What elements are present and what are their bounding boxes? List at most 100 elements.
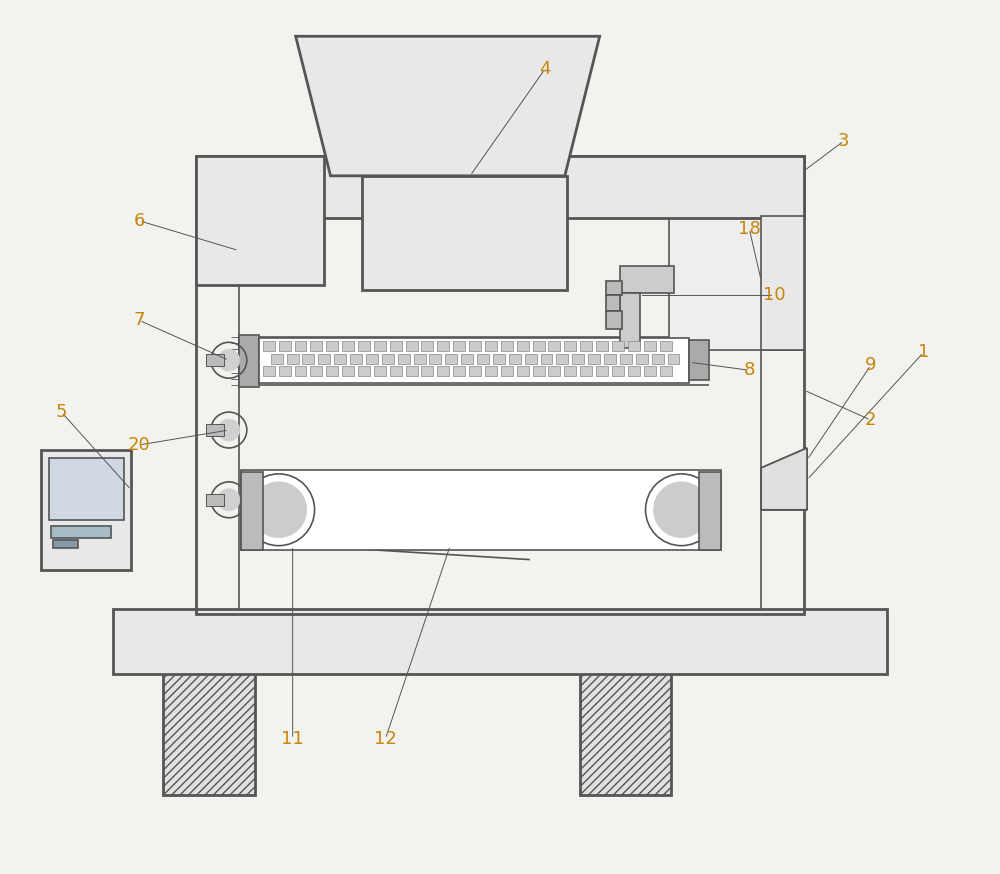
Bar — [580, 648, 671, 794]
Polygon shape — [761, 448, 807, 510]
Bar — [644, 342, 656, 351]
Bar — [358, 366, 370, 376]
Bar — [334, 354, 346, 364]
Bar — [445, 354, 457, 364]
Bar — [556, 354, 568, 364]
Bar — [206, 424, 224, 436]
Bar — [406, 342, 418, 351]
Bar — [525, 354, 537, 364]
Bar — [437, 342, 449, 351]
Bar — [493, 354, 505, 364]
Bar — [421, 342, 433, 351]
Bar — [295, 342, 306, 351]
Bar — [509, 354, 521, 364]
Bar — [628, 366, 640, 376]
Bar — [533, 342, 545, 351]
Bar — [163, 648, 255, 794]
Bar — [606, 311, 622, 329]
Bar — [564, 366, 576, 376]
Bar — [241, 472, 263, 550]
Text: 10: 10 — [763, 287, 785, 304]
Bar — [461, 354, 473, 364]
Bar — [41, 450, 131, 570]
Bar — [620, 266, 674, 294]
Bar — [541, 354, 552, 364]
Bar — [517, 342, 529, 351]
Bar — [628, 342, 640, 351]
Bar — [263, 342, 275, 351]
Text: 5: 5 — [56, 403, 67, 421]
Bar — [241, 470, 721, 550]
Bar — [414, 354, 426, 364]
Bar — [477, 354, 489, 364]
Bar — [358, 342, 370, 351]
Bar — [612, 342, 624, 351]
Bar — [668, 354, 679, 364]
Text: 1: 1 — [918, 343, 929, 361]
Text: 18: 18 — [738, 219, 761, 238]
Bar — [660, 366, 672, 376]
Bar — [206, 494, 224, 506]
Text: 11: 11 — [281, 730, 304, 748]
Bar — [588, 354, 600, 364]
Text: 9: 9 — [865, 357, 877, 374]
Bar — [501, 366, 513, 376]
Bar — [652, 354, 664, 364]
Bar — [366, 354, 378, 364]
Bar — [342, 342, 354, 351]
Bar — [596, 342, 608, 351]
Bar — [390, 366, 402, 376]
Text: 3: 3 — [838, 132, 850, 150]
Bar — [113, 609, 887, 674]
Bar — [761, 216, 804, 350]
Circle shape — [218, 419, 240, 441]
Bar — [259, 338, 689, 383]
Bar — [326, 342, 338, 351]
Bar — [53, 539, 78, 548]
Text: 12: 12 — [374, 730, 397, 748]
Bar — [606, 281, 622, 295]
Bar — [620, 294, 640, 348]
Bar — [564, 342, 576, 351]
Bar — [644, 366, 656, 376]
Circle shape — [218, 350, 240, 371]
Bar — [263, 366, 275, 376]
Text: 20: 20 — [128, 436, 151, 454]
Circle shape — [218, 489, 240, 510]
Bar — [310, 366, 322, 376]
Bar — [382, 354, 394, 364]
Bar — [485, 366, 497, 376]
Bar — [287, 354, 299, 364]
Bar — [548, 342, 560, 351]
Text: 2: 2 — [865, 411, 877, 429]
Bar — [699, 472, 721, 550]
Bar — [206, 354, 224, 366]
Bar — [374, 366, 386, 376]
Bar — [469, 366, 481, 376]
Bar — [318, 354, 330, 364]
Bar — [620, 354, 632, 364]
Bar — [580, 342, 592, 351]
Bar — [390, 342, 402, 351]
Bar — [485, 342, 497, 351]
Bar — [596, 366, 608, 376]
Bar — [326, 366, 338, 376]
Circle shape — [654, 482, 709, 538]
Bar — [572, 354, 584, 364]
Bar — [49, 458, 124, 520]
Bar — [580, 366, 592, 376]
Bar — [517, 366, 529, 376]
Bar — [279, 342, 291, 351]
Bar — [279, 366, 291, 376]
Bar — [342, 366, 354, 376]
Bar — [469, 342, 481, 351]
Bar — [310, 342, 322, 351]
Bar — [533, 366, 545, 376]
Bar — [350, 354, 362, 364]
Bar — [406, 366, 418, 376]
Bar — [548, 366, 560, 376]
Bar — [421, 366, 433, 376]
Text: 6: 6 — [133, 212, 145, 230]
Bar — [295, 366, 306, 376]
Bar — [362, 176, 567, 290]
